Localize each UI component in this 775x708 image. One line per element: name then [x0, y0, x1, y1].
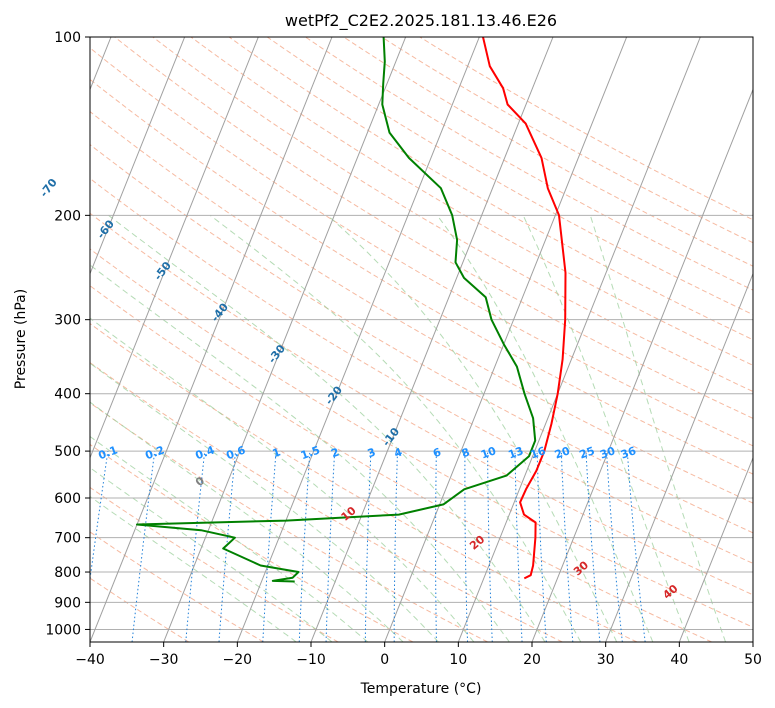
mixing-ratio-label: 4	[392, 445, 404, 460]
moist-adiabat-line	[522, 215, 690, 642]
isotherm-line	[384, 37, 628, 642]
dry-adiabat-line	[90, 285, 712, 642]
mixing-ratio-line	[218, 451, 237, 642]
mixing-ratio-line	[626, 451, 646, 642]
plot-frame	[89, 36, 754, 643]
data-series	[136, 37, 567, 583]
y-tick-label: 500	[54, 444, 81, 460]
dry-adiabat-line	[90, 402, 488, 642]
x-tick-label: 50	[744, 652, 762, 668]
dry-adiabat-line	[114, 37, 753, 419]
mixing-ratio-label: 25	[578, 444, 597, 461]
dry-adiabat-line	[90, 322, 638, 642]
moist-adiabat-line	[327, 214, 618, 642]
x-tick-label: 20	[523, 652, 541, 668]
x-tick-label: −30	[149, 652, 179, 668]
temperature-line	[482, 37, 567, 580]
mixing-ratio-line	[585, 451, 601, 642]
mixing-ratio-label: 20	[553, 444, 572, 462]
mixing-ratio-label: 1.5	[299, 443, 322, 462]
mixing-ratio-label: 36	[619, 444, 638, 462]
isotherm-line	[90, 37, 259, 460]
dry-adiabat-line	[190, 37, 753, 366]
moist-adiabat-line	[90, 495, 297, 642]
dry-adiabat-line	[90, 143, 753, 534]
moist-adiabat-line	[209, 214, 582, 642]
y-tick-label: 300	[54, 313, 81, 329]
moist-adiabat-line	[108, 214, 546, 642]
moist-adiabat-line	[90, 467, 333, 642]
dry-adiabat-line	[90, 362, 563, 642]
x-tick-label: −40	[75, 652, 105, 668]
y-tick-label: 200	[54, 208, 81, 224]
dry-adiabat-line	[90, 47, 753, 447]
moist-adiabat-line	[90, 435, 369, 642]
mixing-ratio-label: 10	[479, 444, 498, 462]
mixing-ratio-line	[90, 451, 109, 584]
dry-adiabat-line	[343, 37, 753, 267]
isotherm-line	[678, 456, 753, 642]
moist-adiabat-line	[90, 264, 510, 642]
y-tick-label: 900	[54, 595, 81, 611]
x-tick-label: 10	[449, 652, 467, 668]
y-tick-label: 700	[54, 531, 81, 547]
mixing-ratio-label: 0.6	[224, 443, 247, 462]
y-tick-label: 800	[54, 565, 81, 581]
dry-adiabat-line	[90, 443, 414, 642]
background-lines	[90, 37, 753, 642]
isotherm-line	[163, 37, 407, 642]
isotherm-line	[236, 37, 480, 642]
mixing-ratio-label: 6	[431, 445, 443, 460]
x-tick-label: 40	[670, 652, 688, 668]
x-tick-label: −10	[296, 652, 326, 668]
dry-adiabat-line	[305, 37, 753, 291]
mixing-ratio-label: 0.1	[97, 443, 120, 462]
mixing-ratio-label: 13	[506, 444, 525, 461]
dry-adiabat-line	[90, 248, 753, 628]
mixing-ratio-label: 1	[271, 445, 283, 460]
dry-adiabat-line	[90, 212, 753, 596]
isotherm-line	[310, 37, 554, 642]
isotherm-line	[457, 37, 701, 642]
isotherm-line	[531, 88, 753, 642]
y-tick-label: 100	[54, 30, 81, 46]
dry-adiabat-line	[90, 78, 753, 475]
y-axis-label: Pressure (hPa)	[13, 289, 29, 389]
x-tick-label: 30	[597, 652, 615, 668]
x-axis-label: Temperature (°C)	[360, 681, 482, 697]
chart-title: wetPf2_C2E2.2025.181.13.46.E26	[285, 11, 557, 31]
mixing-ratio-label: 16	[529, 444, 548, 462]
moist-adiabat-line	[589, 215, 727, 642]
isotherm-line	[605, 272, 753, 642]
x-tick-label: 0	[380, 652, 389, 668]
y-tick-label: 1000	[45, 622, 81, 638]
axis-ticks: −40 −30 −20 −10 0 10 20 30 40 5010020030040050060…	[45, 30, 762, 668]
isotherm-line	[90, 37, 186, 276]
mixing-ratio-line	[131, 451, 156, 642]
x-tick-label: −20	[223, 652, 253, 668]
mixing-ratio-line	[185, 451, 206, 642]
mixing-ratio-label: 0.4	[194, 443, 217, 462]
y-tick-label: 600	[54, 491, 81, 507]
mixing-ratio-label: 0.2	[144, 443, 167, 462]
y-tick-label: 400	[54, 387, 81, 403]
mixing-ratio-label: 3	[366, 445, 378, 460]
mixing-ratio-label: 2	[329, 445, 341, 460]
dry-adiabat-line	[90, 110, 753, 504]
mixing-ratio-label: 8	[460, 445, 472, 460]
dewpoint-line	[136, 37, 537, 583]
moist-adiabat-line	[90, 317, 475, 642]
moist-adiabat-line	[436, 215, 654, 642]
mixing-ratio-line	[606, 451, 623, 642]
dry-adiabat-line	[419, 37, 753, 221]
moist-adiabat-line	[90, 362, 439, 642]
moist-adiabat-line	[90, 401, 404, 642]
isotherm-line	[90, 37, 333, 642]
mixing-ratio-label: 30	[598, 444, 617, 462]
